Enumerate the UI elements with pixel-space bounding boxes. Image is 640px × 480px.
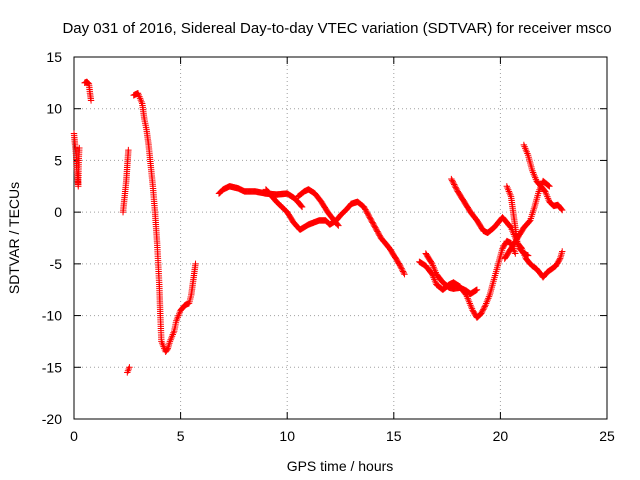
data-point: [526, 218, 533, 225]
data-marks: [70, 78, 566, 376]
data-point: [334, 221, 341, 228]
data-point: [448, 175, 455, 183]
y-tick-label: 15: [46, 49, 62, 65]
data-point: [124, 367, 132, 374]
data-point: [452, 184, 459, 191]
data-point: [76, 144, 83, 152]
data-point: [525, 218, 533, 226]
data-point: [428, 259, 435, 266]
data-point: [478, 310, 485, 317]
x-tick-label: 5: [177, 428, 185, 444]
data-point: [558, 206, 565, 213]
data-point: [397, 264, 405, 271]
data-point: [478, 308, 486, 316]
data-point: [450, 179, 457, 187]
x-tick-label: 10: [279, 428, 295, 444]
data-point: [448, 177, 456, 184]
x-tick-label: 25: [599, 428, 615, 444]
data-point: [480, 306, 487, 313]
data-point: [428, 270, 435, 277]
grid-lines: [74, 57, 607, 419]
data-point: [84, 79, 91, 86]
data-point: [399, 266, 406, 274]
x-tick-label: 20: [493, 428, 509, 444]
y-tick-label: -10: [42, 308, 62, 324]
series-s7: [262, 186, 408, 278]
data-point: [335, 222, 342, 229]
data-point: [512, 250, 519, 257]
series-s6: [215, 183, 306, 211]
data-point: [546, 183, 553, 190]
data-point: [396, 262, 404, 270]
data-point: [449, 178, 456, 186]
data-point: [480, 304, 488, 312]
y-tick-label: 0: [54, 204, 62, 220]
series-s9: [416, 237, 519, 321]
data-point: [544, 181, 552, 189]
data-point: [481, 303, 488, 310]
series-s3: [119, 146, 132, 216]
series-s1: [70, 130, 83, 190]
series-s4: [124, 364, 133, 376]
data-point: [87, 97, 95, 104]
data-point: [398, 265, 405, 272]
data-point: [399, 268, 407, 275]
y-tick-label: 10: [46, 101, 62, 117]
data-point: [125, 365, 132, 373]
data-point: [125, 146, 132, 154]
data-point: [545, 182, 552, 189]
data-point: [559, 248, 566, 255]
y-axis-label: SDTVAR / TECUs: [6, 182, 22, 294]
series-s2: [81, 78, 95, 104]
x-tick-label: 0: [70, 428, 78, 444]
data-point: [559, 206, 566, 214]
data-point: [400, 269, 407, 277]
series-s5: [130, 90, 199, 355]
x-axis-label: GPS time / hours: [287, 458, 394, 474]
series-s8: [294, 186, 342, 229]
data-point: [479, 307, 486, 314]
data-point: [126, 364, 133, 371]
x-tick-label: 15: [386, 428, 402, 444]
y-tick-label: 5: [54, 152, 62, 168]
y-tick-label: -20: [42, 411, 62, 427]
data-point: [401, 271, 408, 278]
data-point: [163, 346, 171, 353]
data-point: [298, 203, 306, 211]
y-tick-label: -15: [42, 359, 62, 375]
data-point: [556, 256, 563, 264]
plot-frame: [73, 56, 608, 420]
chart-title: Day 031 of 2016, Sidereal Day-to-day VTE…: [62, 20, 611, 37]
data-point: [451, 182, 459, 190]
data-point: [451, 181, 458, 188]
data-point: [473, 286, 481, 293]
series-s10: [422, 250, 481, 298]
data-point: [298, 202, 305, 210]
series-s14: [501, 177, 553, 262]
axis-ticks: 0 5 10 15 20 25 -20 -15 -10 -5 0 5 10 15: [42, 49, 615, 444]
data-point: [453, 185, 460, 192]
data-point: [192, 260, 199, 268]
y-tick-label: -5: [50, 256, 63, 272]
series-s13: [520, 141, 566, 214]
